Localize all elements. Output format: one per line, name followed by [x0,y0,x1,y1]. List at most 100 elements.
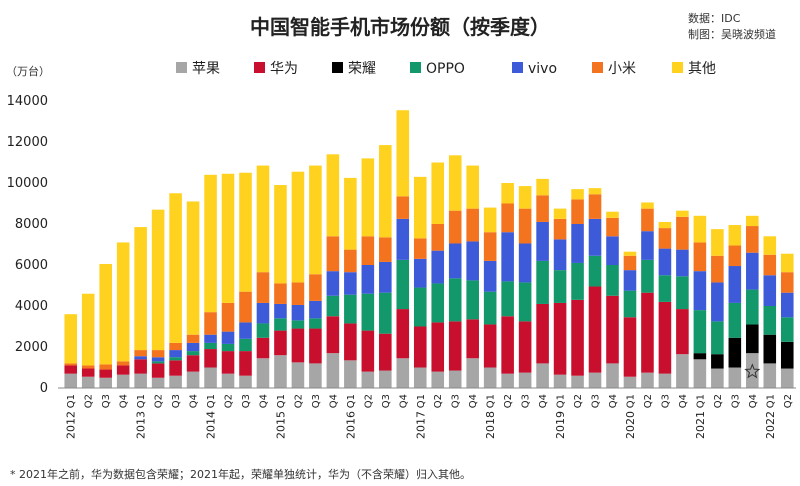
bar-segment [588,218,602,256]
bar-segment [466,358,479,388]
bar-segment [676,309,689,355]
annotation [744,363,761,379]
legend-label: 小米 [608,61,636,77]
bar-segment [466,165,479,209]
bar-segment [483,291,497,325]
bar-segment [221,302,235,332]
star-icon [744,363,761,379]
bar-segment [326,316,340,354]
bar-segment [291,171,305,283]
bar-segment [571,375,584,388]
bar-segment [309,328,322,364]
bar-segment [676,249,689,277]
bar-segment [379,237,392,262]
bar-segment [536,363,549,388]
bar-segment [396,218,410,260]
bar-segment [431,162,445,224]
bar-segment [221,331,235,344]
bar-segment [256,337,270,359]
legend-label: 其他 [688,61,716,77]
bar-segment [588,372,602,389]
year-label: 2020 [624,411,637,439]
bar-segment [291,328,305,363]
bar-segment [466,241,479,281]
bar-segment [99,369,112,378]
bar-segment [361,158,375,237]
bar-segment [780,368,794,388]
year-label: 2016 [344,411,357,439]
bar-segment [134,227,147,351]
bar-segment [763,254,777,276]
x-axis: Q1 Q2 Q3 Q4 Q1 Q2 Q3 Q4 Q1 Q2 Q3 Q4 Q1 Q2 Q3 Q4 Q1 Q2 Q3 Q4… [65,394,794,439]
bar-segment [606,211,619,218]
year-label: 2013 [135,411,148,439]
bar-segment [518,282,532,322]
bar-segment [99,377,112,388]
x-tick-label: Q4 [398,394,409,408]
bar-segment [274,318,287,331]
source-author-label: 制图：吴晓波频道 [688,27,776,41]
bar-segment [204,342,217,350]
bar-segment [623,255,637,271]
bar-segment [641,372,654,389]
bar-segment [64,373,78,388]
bar-segment [553,374,567,388]
x-tick-label: Q4 [258,394,269,408]
bar-segment [309,274,322,301]
bar-segment [448,210,462,244]
x-tick-label: Q2 [713,394,724,408]
bar-segment [169,193,182,343]
bar-segment [623,290,637,318]
bar-segment [379,333,392,371]
bar-segment [641,259,654,293]
bar-segment [571,299,584,376]
bar-segment [728,367,742,388]
bar-segment [483,207,497,233]
x-tick-label: Q1 [66,394,77,408]
bar-segment [606,265,619,296]
bar-segment [99,263,112,365]
bar-segment [571,262,584,300]
bar-segment [623,270,637,291]
bar-segment [746,289,759,325]
footnote: * 2021年之前，华为数据包含荣耀；2021年起，荣耀单独统计，华为（不含荣耀… [10,467,471,481]
bar-segment [623,317,637,377]
legend-label: 荣耀 [348,61,376,77]
x-tick-label: Q3 [241,394,252,408]
x-tick-label: Q2 [293,394,304,408]
bar-segment [186,201,200,335]
legend-label: 华为 [270,61,298,77]
bar-segment [676,216,689,250]
legend-swatch [254,62,265,73]
bar-segment [151,363,165,378]
bar-segment [326,236,340,272]
bar-segment [413,287,427,327]
bar-segment [221,343,235,352]
bar-segment [658,301,672,374]
bar-segment [81,293,95,366]
bar-segment [746,226,759,253]
x-tick-label: Q4 [538,394,549,408]
bar-segment [413,258,427,288]
bar-segment [658,373,672,388]
year-label: 2012 [65,411,78,439]
bar-segment [431,283,445,323]
x-tick-label: Q3 [521,394,532,408]
bar-segment [134,373,147,388]
bar-segment [658,275,672,302]
bar-segment [536,178,549,196]
bar-segment [483,367,497,388]
bar-segment [431,322,445,372]
bar-segment [606,236,619,265]
bar-segment [553,208,567,219]
x-tick-label: Q4 [608,394,619,408]
bar-segment [763,275,777,306]
bar-segment [676,354,689,388]
bar-segment [711,354,724,369]
bar-segment [501,316,514,374]
year-label: 2022 [764,411,777,439]
x-tick-label: Q4 [468,394,479,408]
bar-segment [711,321,724,355]
chart-title: 中国智能手机市场份额（按季度） [250,15,550,39]
bar-segment [553,302,567,375]
